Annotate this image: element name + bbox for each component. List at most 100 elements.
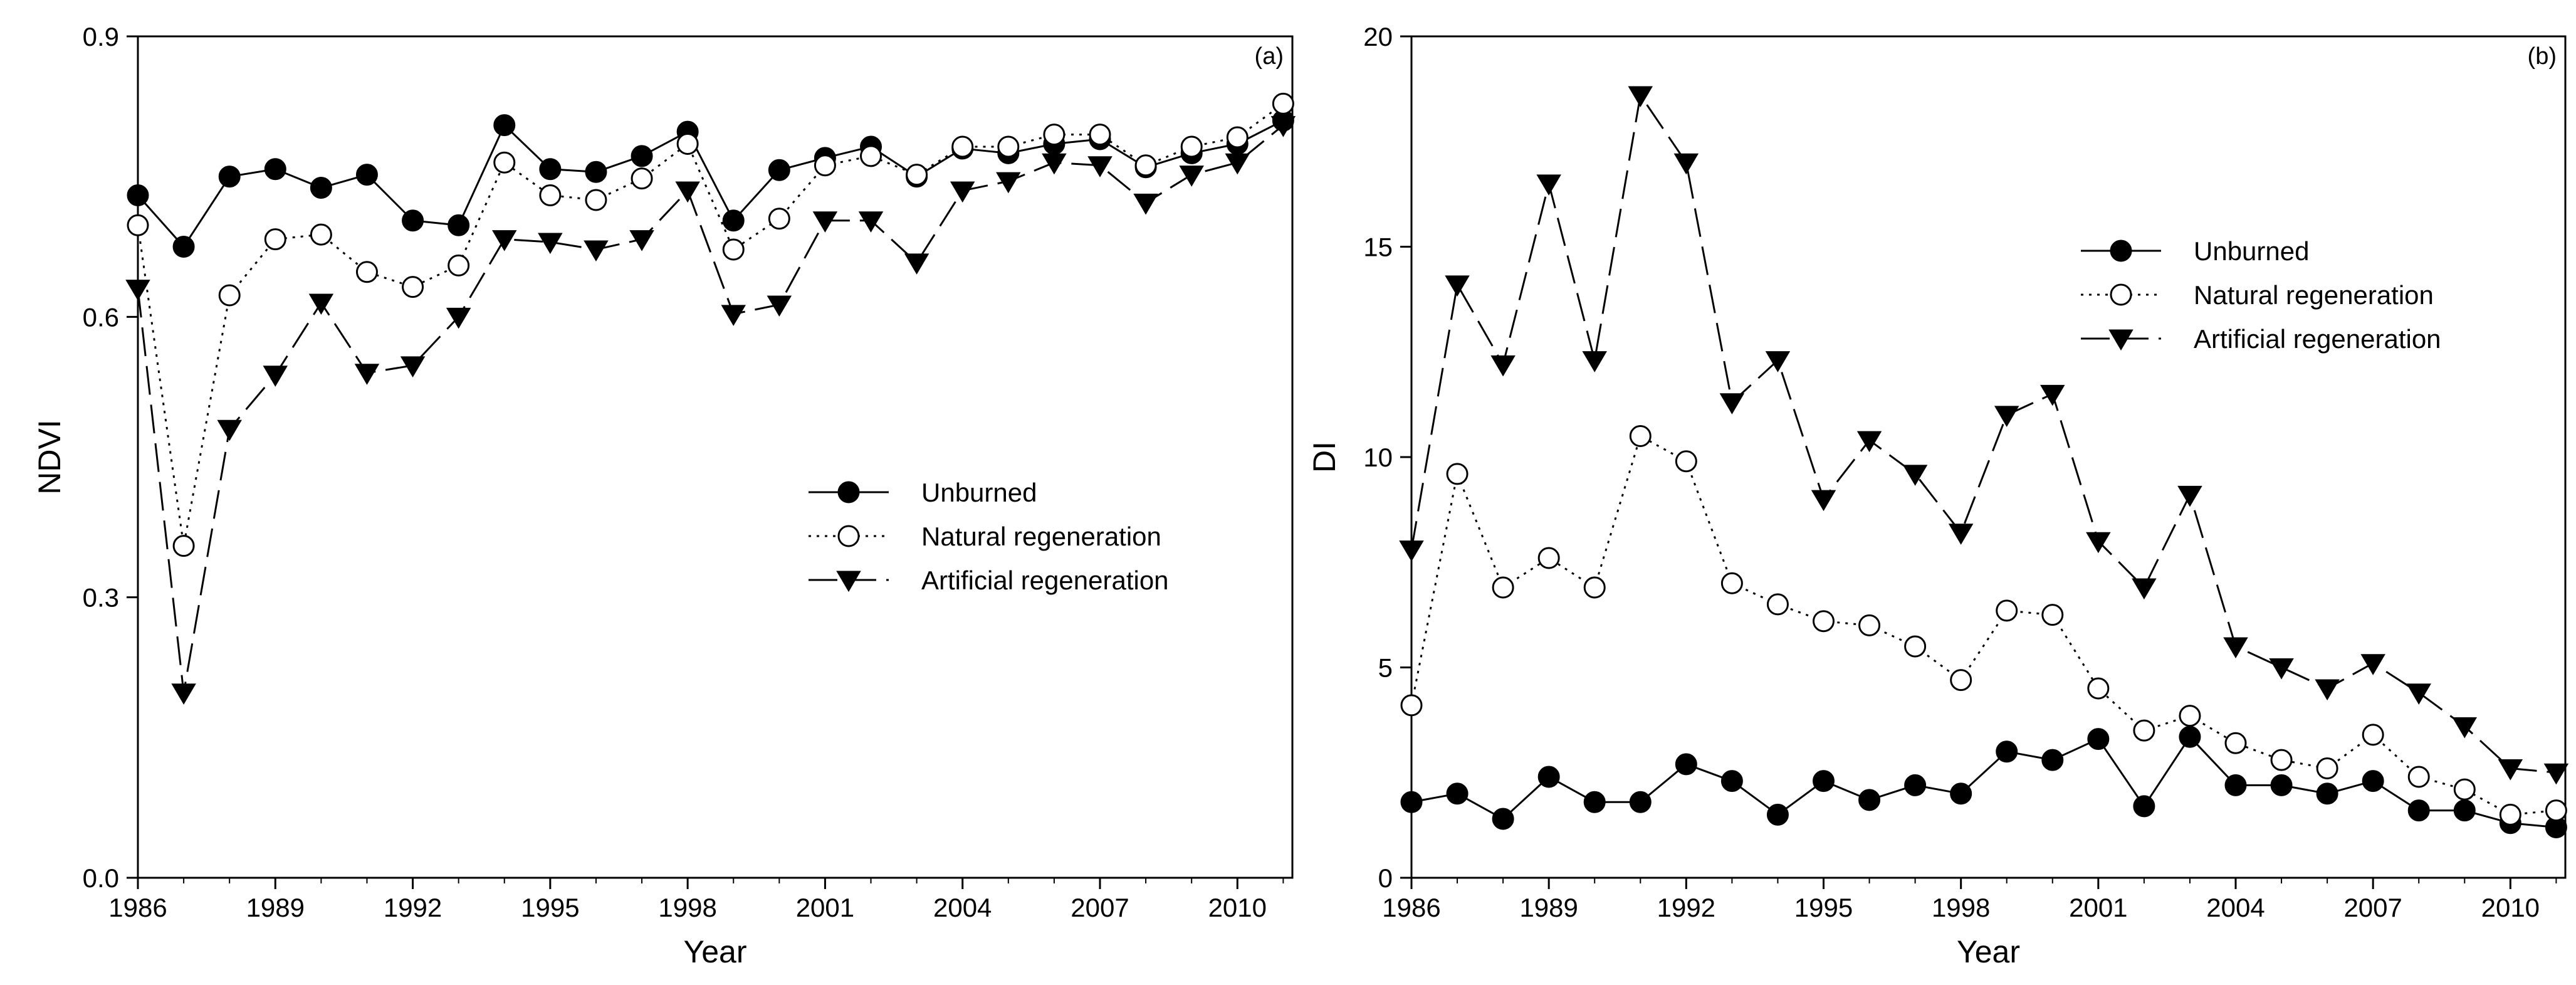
legend-marker-natural-regeneration-a [837,525,860,547]
point-artificial-regeneration-b-1990 [1582,351,1607,372]
point-unburned-b-1994 [1766,803,1789,826]
point-natural-regeneration-a-1993 [448,254,470,277]
point-unburned-b-2004 [2224,774,2247,796]
point-natural-regeneration-a-1991 [355,261,378,283]
point-unburned-a-1990 [310,177,332,199]
point-artificial-regeneration-b-1991 [1628,86,1653,108]
legend-marker-unburned-a [837,481,860,503]
y-tick-label-b-2: 10 [1363,443,1393,472]
point-artificial-regeneration-b-2003 [2177,485,2202,507]
point-natural-regeneration-b-1994 [1766,593,1789,616]
point-natural-regeneration-b-2002 [2133,719,2155,742]
panel-b-di: 1986 1989 1992 1995 1998 2001 2004 2007 2010 0 5 10… [1307,22,2569,969]
point-artificial-regeneration-a-1992 [400,356,426,377]
point-unburned-a-1997 [631,145,653,167]
point-artificial-regeneration-a-2005 [996,172,1021,194]
plot-area-a [137,35,1294,879]
point-natural-regeneration-a-1987 [172,535,195,557]
point-natural-regeneration-b-1998 [1950,669,1972,692]
point-artificial-regeneration-a-1988 [217,419,242,441]
point-natural-regeneration-b-2000 [2041,604,2064,626]
point-natural-regeneration-b-2009 [2453,778,2476,801]
point-unburned-b-2008 [2407,799,2430,822]
point-unburned-b-2000 [2041,749,2064,771]
point-artificial-regeneration-a-1987 [171,683,196,705]
point-artificial-regeneration-b-1986 [1399,540,1424,562]
x-tick-label-a-2010: 2010 [1208,893,1267,922]
point-unburned-a-1988 [218,166,241,188]
y-tick-label-a-2: 0.6 [83,302,119,332]
point-artificial-regeneration-b-1992 [1673,153,1699,175]
point-natural-regeneration-a-1989 [264,228,286,251]
point-artificial-regeneration-b-1998 [1948,524,1974,545]
point-unburned-a-1989 [264,158,286,181]
point-natural-regeneration-b-2001 [2087,677,2110,700]
point-natural-regeneration-b-1996 [1858,614,1881,636]
point-natural-regeneration-b-1987 [1446,463,1469,485]
point-natural-regeneration-b-1988 [1492,576,1514,599]
point-unburned-b-2006 [2316,782,2338,805]
x-tick-label-a-1998: 1998 [658,893,716,922]
point-unburned-b-1998 [1950,782,1972,805]
point-natural-regeneration-b-2003 [2179,705,2201,727]
point-unburned-b-2009 [2453,799,2476,822]
point-natural-regeneration-b-1991 [1629,424,1652,447]
y-tick-label-a-0: 0.0 [83,863,119,893]
point-artificial-regeneration-b-1987 [1445,275,1470,297]
x-tick-label-a-1989: 1989 [246,893,305,922]
x-tick-label-b-1992: 1992 [1657,893,1715,922]
x-tick-label-b-2001: 2001 [2069,893,2127,922]
panel-label-a: (a) [1255,43,1284,70]
point-artificial-regeneration-b-2007 [2360,654,2385,675]
x-tick-label-b-1998: 1998 [1932,893,1990,922]
point-artificial-regeneration-b-2001 [2086,532,2111,554]
point-natural-regeneration-a-2011 [1272,92,1294,115]
point-natural-regeneration-b-2005 [2270,749,2293,771]
point-artificial-regeneration-b-2011 [2543,763,2569,785]
point-unburned-b-1995 [1813,770,1835,793]
point-unburned-a-1999 [722,209,745,232]
point-artificial-regeneration-b-1994 [1765,351,1791,372]
series-line-artificial-regeneration-b [1410,94,2557,774]
series-line-natural-regeneration-b [1410,435,2557,816]
point-artificial-regeneration-a-2009 [1179,166,1204,187]
point-unburned-b-1987 [1446,782,1469,805]
y-tick-label-a-1: 0.3 [83,583,119,613]
legend-label-unburned-a: Unburned [921,478,1037,507]
point-natural-regeneration-b-1989 [1537,547,1560,569]
y-axis-title-b: DI [1307,441,1342,473]
point-artificial-regeneration-b-1997 [1902,465,1928,486]
point-natural-regeneration-a-1992 [402,276,424,298]
legend-label-artificial-regeneration-b: Artificial regeneration [2194,324,2441,354]
legend-b: Unburned Natural regeneration Artificial r… [2081,236,2441,354]
point-artificial-regeneration-b-1995 [1811,490,1836,512]
point-natural-regeneration-b-1990 [1583,576,1606,599]
point-artificial-regeneration-a-1998 [675,181,700,203]
point-artificial-regeneration-a-1994 [492,230,517,251]
point-unburned-b-1993 [1720,770,1743,793]
point-natural-regeneration-b-2007 [2362,724,2384,746]
point-artificial-regeneration-b-1996 [1856,431,1882,453]
y-tick-label-b-0: 0 [1378,863,1393,893]
point-artificial-regeneration-a-1999 [721,305,746,326]
x-tick-label-a-1992: 1992 [384,893,442,922]
point-artificial-regeneration-b-2006 [2315,679,2340,701]
point-unburned-a-2000 [768,159,790,181]
point-natural-regeneration-b-2006 [2316,757,2338,780]
point-artificial-regeneration-a-1989 [263,366,288,387]
point-artificial-regeneration-a-2010 [1225,153,1250,175]
point-artificial-regeneration-a-1995 [538,233,563,255]
point-unburned-b-1996 [1858,789,1881,811]
y-tick-label-b-4: 20 [1363,22,1393,51]
point-natural-regeneration-a-2010 [1226,126,1249,149]
plot-area-b [1410,35,2567,879]
point-natural-regeneration-a-2009 [1180,135,1203,158]
point-unburned-a-1996 [585,161,607,183]
x-tick-label-b-1995: 1995 [1794,893,1853,922]
point-unburned-b-1988 [1492,808,1514,830]
point-artificial-regeneration-a-2006 [1042,153,1067,175]
point-natural-regeneration-a-2000 [768,208,790,230]
point-natural-regeneration-a-1995 [539,184,562,206]
point-artificial-regeneration-a-1990 [308,293,334,315]
